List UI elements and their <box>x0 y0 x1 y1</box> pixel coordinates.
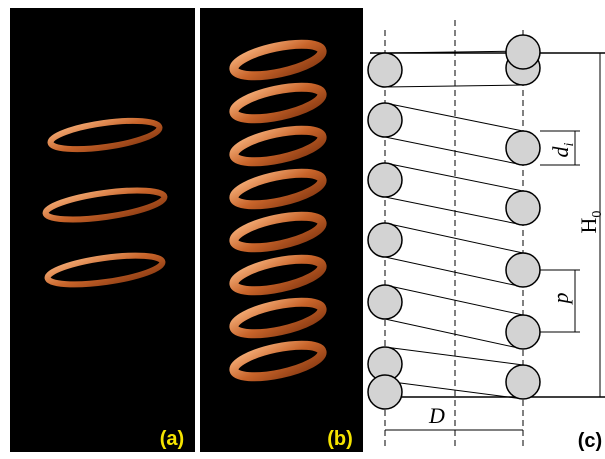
panel-b: (b) <box>200 8 363 452</box>
coil-edge <box>385 285 523 315</box>
coil-edge <box>385 347 523 365</box>
wire-section <box>368 375 402 409</box>
panel-label: (a) <box>160 428 184 450</box>
wire-section <box>506 35 540 69</box>
wire-section <box>368 53 402 87</box>
wire-section <box>506 315 540 349</box>
label: H <box>576 217 601 233</box>
wire-section <box>506 131 540 165</box>
subscript: 0 <box>590 211 605 218</box>
panel-label: (c) <box>578 430 602 452</box>
wire-section <box>506 253 540 287</box>
coil-edge <box>385 257 523 287</box>
coil-edge <box>385 103 523 131</box>
panel-c <box>368 20 605 450</box>
figure: (a) (b) di H0 p D (c) <box>0 0 605 459</box>
panel-label: (b) <box>327 428 353 450</box>
wire-section <box>368 223 402 257</box>
coil-edge <box>385 319 523 349</box>
wire-section <box>368 285 402 319</box>
wire-section <box>368 103 402 137</box>
coil-edge <box>385 197 523 225</box>
wire-section <box>506 191 540 225</box>
pitch-label: p <box>548 293 573 306</box>
wire-section <box>368 163 402 197</box>
wire-section <box>506 365 540 399</box>
diameter-label: D <box>428 403 445 428</box>
panel-a: (a) <box>10 8 195 452</box>
height-label: H0 <box>576 211 605 234</box>
coil-edge <box>385 223 523 253</box>
subscript: i <box>562 142 577 146</box>
wire-label: di <box>548 142 577 157</box>
coil-edge <box>385 137 523 165</box>
coil-edge <box>385 85 523 87</box>
coil-edge <box>385 163 523 191</box>
